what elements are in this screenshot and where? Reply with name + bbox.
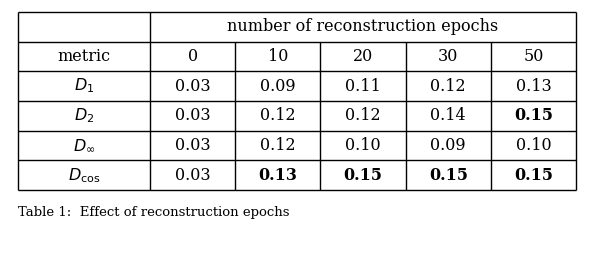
- Text: 0.10: 0.10: [516, 137, 551, 154]
- Text: 0.09: 0.09: [431, 137, 466, 154]
- Text: 30: 30: [438, 48, 459, 65]
- Text: 0.09: 0.09: [260, 78, 296, 95]
- Text: 0.13: 0.13: [516, 78, 551, 95]
- Text: Table 1:  Effect of reconstruction epochs: Table 1: Effect of reconstruction epochs: [18, 206, 289, 219]
- Text: 0.15: 0.15: [514, 167, 553, 184]
- Text: 0.15: 0.15: [429, 167, 468, 184]
- Text: 0.12: 0.12: [260, 107, 296, 124]
- Text: 0.15: 0.15: [514, 107, 553, 124]
- Text: number of reconstruction epochs: number of reconstruction epochs: [228, 18, 499, 35]
- Text: 0: 0: [188, 48, 198, 65]
- Text: $D_{\mathrm{cos}}$: $D_{\mathrm{cos}}$: [68, 166, 100, 185]
- Text: 20: 20: [353, 48, 373, 65]
- Text: 0.03: 0.03: [175, 78, 210, 95]
- Text: 10: 10: [268, 48, 288, 65]
- Text: $D_{\infty}$: $D_{\infty}$: [72, 137, 95, 154]
- Text: 0.03: 0.03: [175, 167, 210, 184]
- Text: $D_1$: $D_1$: [74, 77, 94, 96]
- Text: 0.10: 0.10: [345, 137, 381, 154]
- Text: 0.11: 0.11: [345, 78, 381, 95]
- Text: 0.12: 0.12: [345, 107, 381, 124]
- Text: 0.12: 0.12: [431, 78, 466, 95]
- Text: 0.15: 0.15: [343, 167, 383, 184]
- Text: 0.03: 0.03: [175, 107, 210, 124]
- Text: 0.14: 0.14: [431, 107, 466, 124]
- Text: 0.03: 0.03: [175, 137, 210, 154]
- Text: 0.13: 0.13: [258, 167, 297, 184]
- Text: metric: metric: [58, 48, 110, 65]
- Text: $D_2$: $D_2$: [74, 106, 94, 125]
- Text: 0.12: 0.12: [260, 137, 296, 154]
- Text: 50: 50: [523, 48, 544, 65]
